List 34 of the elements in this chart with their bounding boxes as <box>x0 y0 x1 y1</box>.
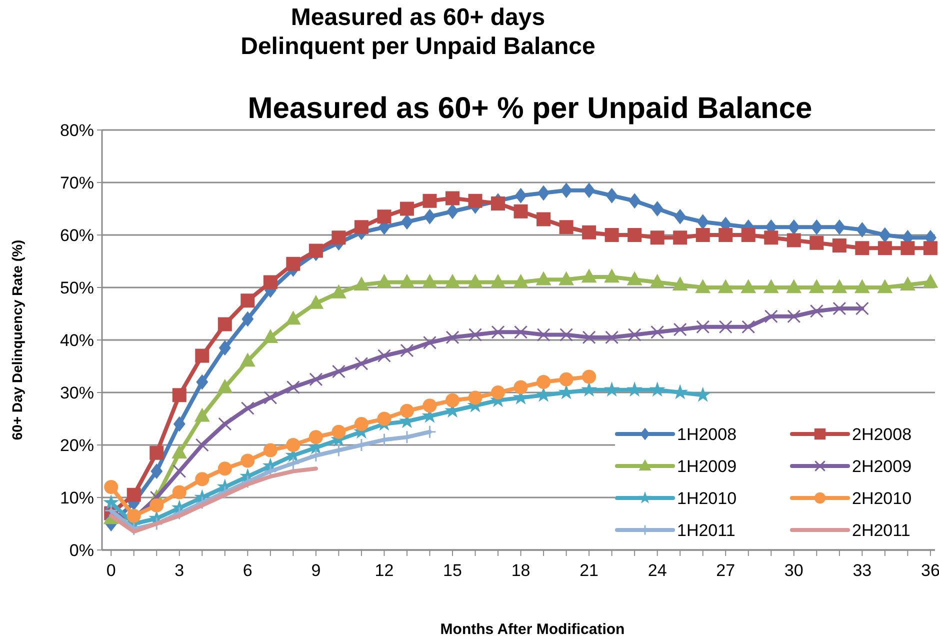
y-axis-title: 60+ Day Delinquency Rate (%) <box>9 240 25 440</box>
y-tick-label: 60% <box>60 226 94 245</box>
x-tick-label: 9 <box>311 561 321 580</box>
x-tick-label: 0 <box>106 561 116 580</box>
legend-label: 2H2009 <box>852 457 912 476</box>
x-tick-label: 24 <box>648 561 667 580</box>
chart-subtitle: Measured as 60+ % per Unpaid Balance <box>248 92 812 125</box>
x-tick-label: 3 <box>174 561 184 580</box>
y-tick-label: 30% <box>60 384 94 402</box>
legend-label: 2H2011 <box>852 521 910 540</box>
legend-label: 2H2010 <box>852 489 912 508</box>
x-tick-label: 30 <box>784 561 804 580</box>
x-tick-label: 18 <box>511 561 530 580</box>
x-tick-label: 12 <box>374 561 394 580</box>
y-tick-label: 50% <box>60 278 94 298</box>
y-tick-label: 20% <box>60 436 94 455</box>
legend-label: 2H2008 <box>852 425 912 444</box>
legend-label: 1H2010 <box>677 489 737 508</box>
chart-title: Measured as 60+ days Delinquent per Unpaid Balance <box>240 4 596 60</box>
y-tick-label: 0% <box>69 541 94 560</box>
x-tick-label: 36 <box>920 561 939 580</box>
legend-label: 1H2008 <box>677 425 737 444</box>
x-axis-title: Months After Modification <box>440 621 625 638</box>
x-tick-label: 33 <box>852 561 872 580</box>
y-tick-label: 80% <box>60 121 94 140</box>
x-tick-label: 21 <box>580 561 599 580</box>
y-tick-label: 10% <box>60 488 94 508</box>
x-tick-label: 27 <box>716 561 736 580</box>
x-tick-label: 15 <box>443 561 462 580</box>
x-tick-label: 6 <box>242 561 252 580</box>
legend-label: 1H2009 <box>677 457 737 476</box>
legend-label: 1H2011 <box>677 521 736 540</box>
y-tick-label: 70% <box>60 174 94 192</box>
y-tick-label: 40% <box>60 331 94 350</box>
